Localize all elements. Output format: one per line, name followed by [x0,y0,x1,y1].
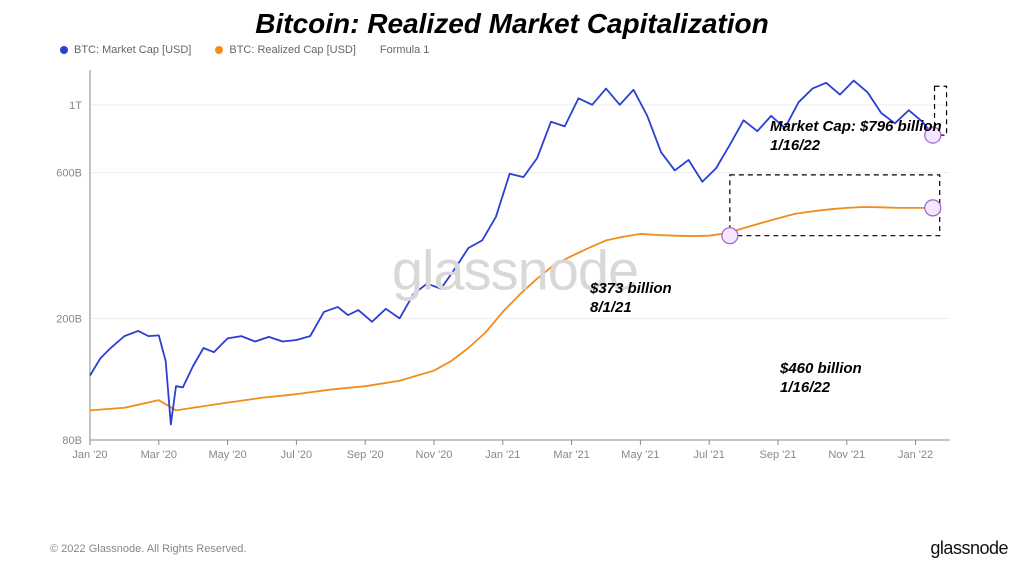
annotation-line: 8/1/21 [590,299,632,316]
legend-label: Formula 1 [380,44,430,56]
chart-title: Bitcoin: Realized Market Capitalization [0,0,1024,44]
legend-dot-icon [60,46,68,54]
annotation-line: $373 billion [590,280,672,297]
svg-text:Sep '21: Sep '21 [760,449,797,461]
legend: BTC: Market Cap [USD] BTC: Realized Cap … [0,44,1024,56]
legend-item-formula: Formula 1 [380,44,430,56]
svg-text:Nov '20: Nov '20 [416,449,453,461]
chart-area: glassnode 80B200B600B1TJan '20Mar '20May… [50,60,980,480]
svg-text:600B: 600B [56,168,82,180]
svg-text:1T: 1T [69,100,82,112]
svg-text:Sep '20: Sep '20 [347,449,384,461]
legend-label: BTC: Market Cap [USD] [74,44,191,56]
svg-text:May '21: May '21 [621,449,659,461]
annotation-line: 1/16/22 [780,379,830,396]
svg-text:Jan '20: Jan '20 [72,449,107,461]
legend-dot-icon [215,46,223,54]
svg-text:Nov '21: Nov '21 [828,449,865,461]
svg-text:200B: 200B [56,313,82,325]
svg-text:Mar '20: Mar '20 [141,449,177,461]
svg-text:Jul '20: Jul '20 [281,449,312,461]
svg-text:Jul '21: Jul '21 [693,449,724,461]
annotation-line: $460 billion [780,360,862,377]
annotation-line: Market Cap: $796 billion [770,118,942,135]
annotation-market-cap: Market Cap: $796 billion 1/16/22 [770,118,942,156]
copyright-text: © 2022 Glassnode. All Rights Reserved. [50,543,246,555]
annotation-realized-2: $460 billion 1/16/22 [780,360,862,398]
footer: © 2022 Glassnode. All Rights Reserved. g… [0,538,1024,559]
svg-text:80B: 80B [62,435,82,447]
legend-label: BTC: Realized Cap [USD] [229,44,356,56]
annotation-line: 1/16/22 [770,137,820,154]
svg-text:Jan '22: Jan '22 [898,449,933,461]
svg-text:Mar '21: Mar '21 [553,449,589,461]
legend-item-market-cap: BTC: Market Cap [USD] [60,44,191,56]
legend-item-realized-cap: BTC: Realized Cap [USD] [215,44,356,56]
svg-text:Jan '21: Jan '21 [485,449,520,461]
annotation-realized-1: $373 billion 8/1/21 [590,280,672,318]
svg-text:May '20: May '20 [209,449,247,461]
brand-logo: glassnode [930,538,1008,559]
